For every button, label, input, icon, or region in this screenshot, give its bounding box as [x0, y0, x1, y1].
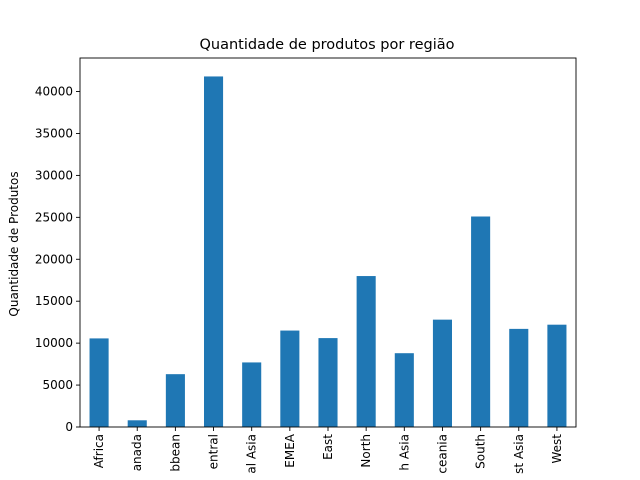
- x-tick-label: South: [474, 434, 488, 469]
- bar-east: [318, 338, 338, 427]
- y-tick-label: 35000: [35, 126, 73, 140]
- bar-central: [204, 76, 224, 427]
- bar-southeast-asia: [509, 328, 529, 427]
- bar-central-asia: [242, 362, 262, 427]
- y-tick-label: 40000: [35, 85, 73, 99]
- y-tick-label: 10000: [35, 336, 73, 350]
- x-tick-label: entral: [207, 434, 221, 469]
- x-tick-label: h Asia: [397, 434, 411, 471]
- x-tick-label: West: [550, 434, 564, 464]
- x-tick-label: EMEA: [283, 433, 297, 468]
- bar-north: [356, 276, 376, 427]
- bar-africa: [89, 338, 109, 427]
- x-tick-label: ceania: [435, 434, 449, 474]
- bar-caribbean: [165, 374, 185, 427]
- x-axis: Africa anada bbean entral al Asia EMEA East Nor…: [92, 427, 564, 474]
- bar-south: [471, 216, 491, 427]
- y-tick-label: 30000: [35, 168, 73, 182]
- x-tick-label: bbean: [168, 434, 182, 472]
- y-axis-label: Quantidade de Produtos: [7, 171, 21, 316]
- plot-frame: [79, 57, 577, 428]
- bar-emea: [280, 330, 300, 427]
- x-tick-label: Africa: [92, 434, 106, 468]
- y-tick-label: 0: [65, 420, 73, 434]
- x-tick-label: al Asia: [245, 434, 259, 474]
- y-tick-label: 15000: [35, 294, 73, 308]
- bar-oceania: [432, 319, 452, 427]
- x-tick-label: st Asia: [512, 434, 526, 474]
- y-tick-label: 5000: [42, 378, 73, 392]
- bars-group: [89, 76, 567, 427]
- y-axis: 0 5000 10000 15000 20000 25000 30000 35000 40000: [35, 85, 80, 434]
- chart-title: Quantidade de produtos por região: [200, 37, 455, 53]
- bar-north-asia: [394, 353, 414, 427]
- x-tick-label: North: [359, 434, 373, 468]
- x-tick-label: East: [321, 434, 335, 460]
- bar-west: [547, 324, 567, 427]
- bar-canada: [127, 420, 147, 427]
- y-tick-label: 25000: [35, 210, 73, 224]
- y-tick-label: 20000: [35, 252, 73, 266]
- x-tick-label: anada: [130, 434, 144, 471]
